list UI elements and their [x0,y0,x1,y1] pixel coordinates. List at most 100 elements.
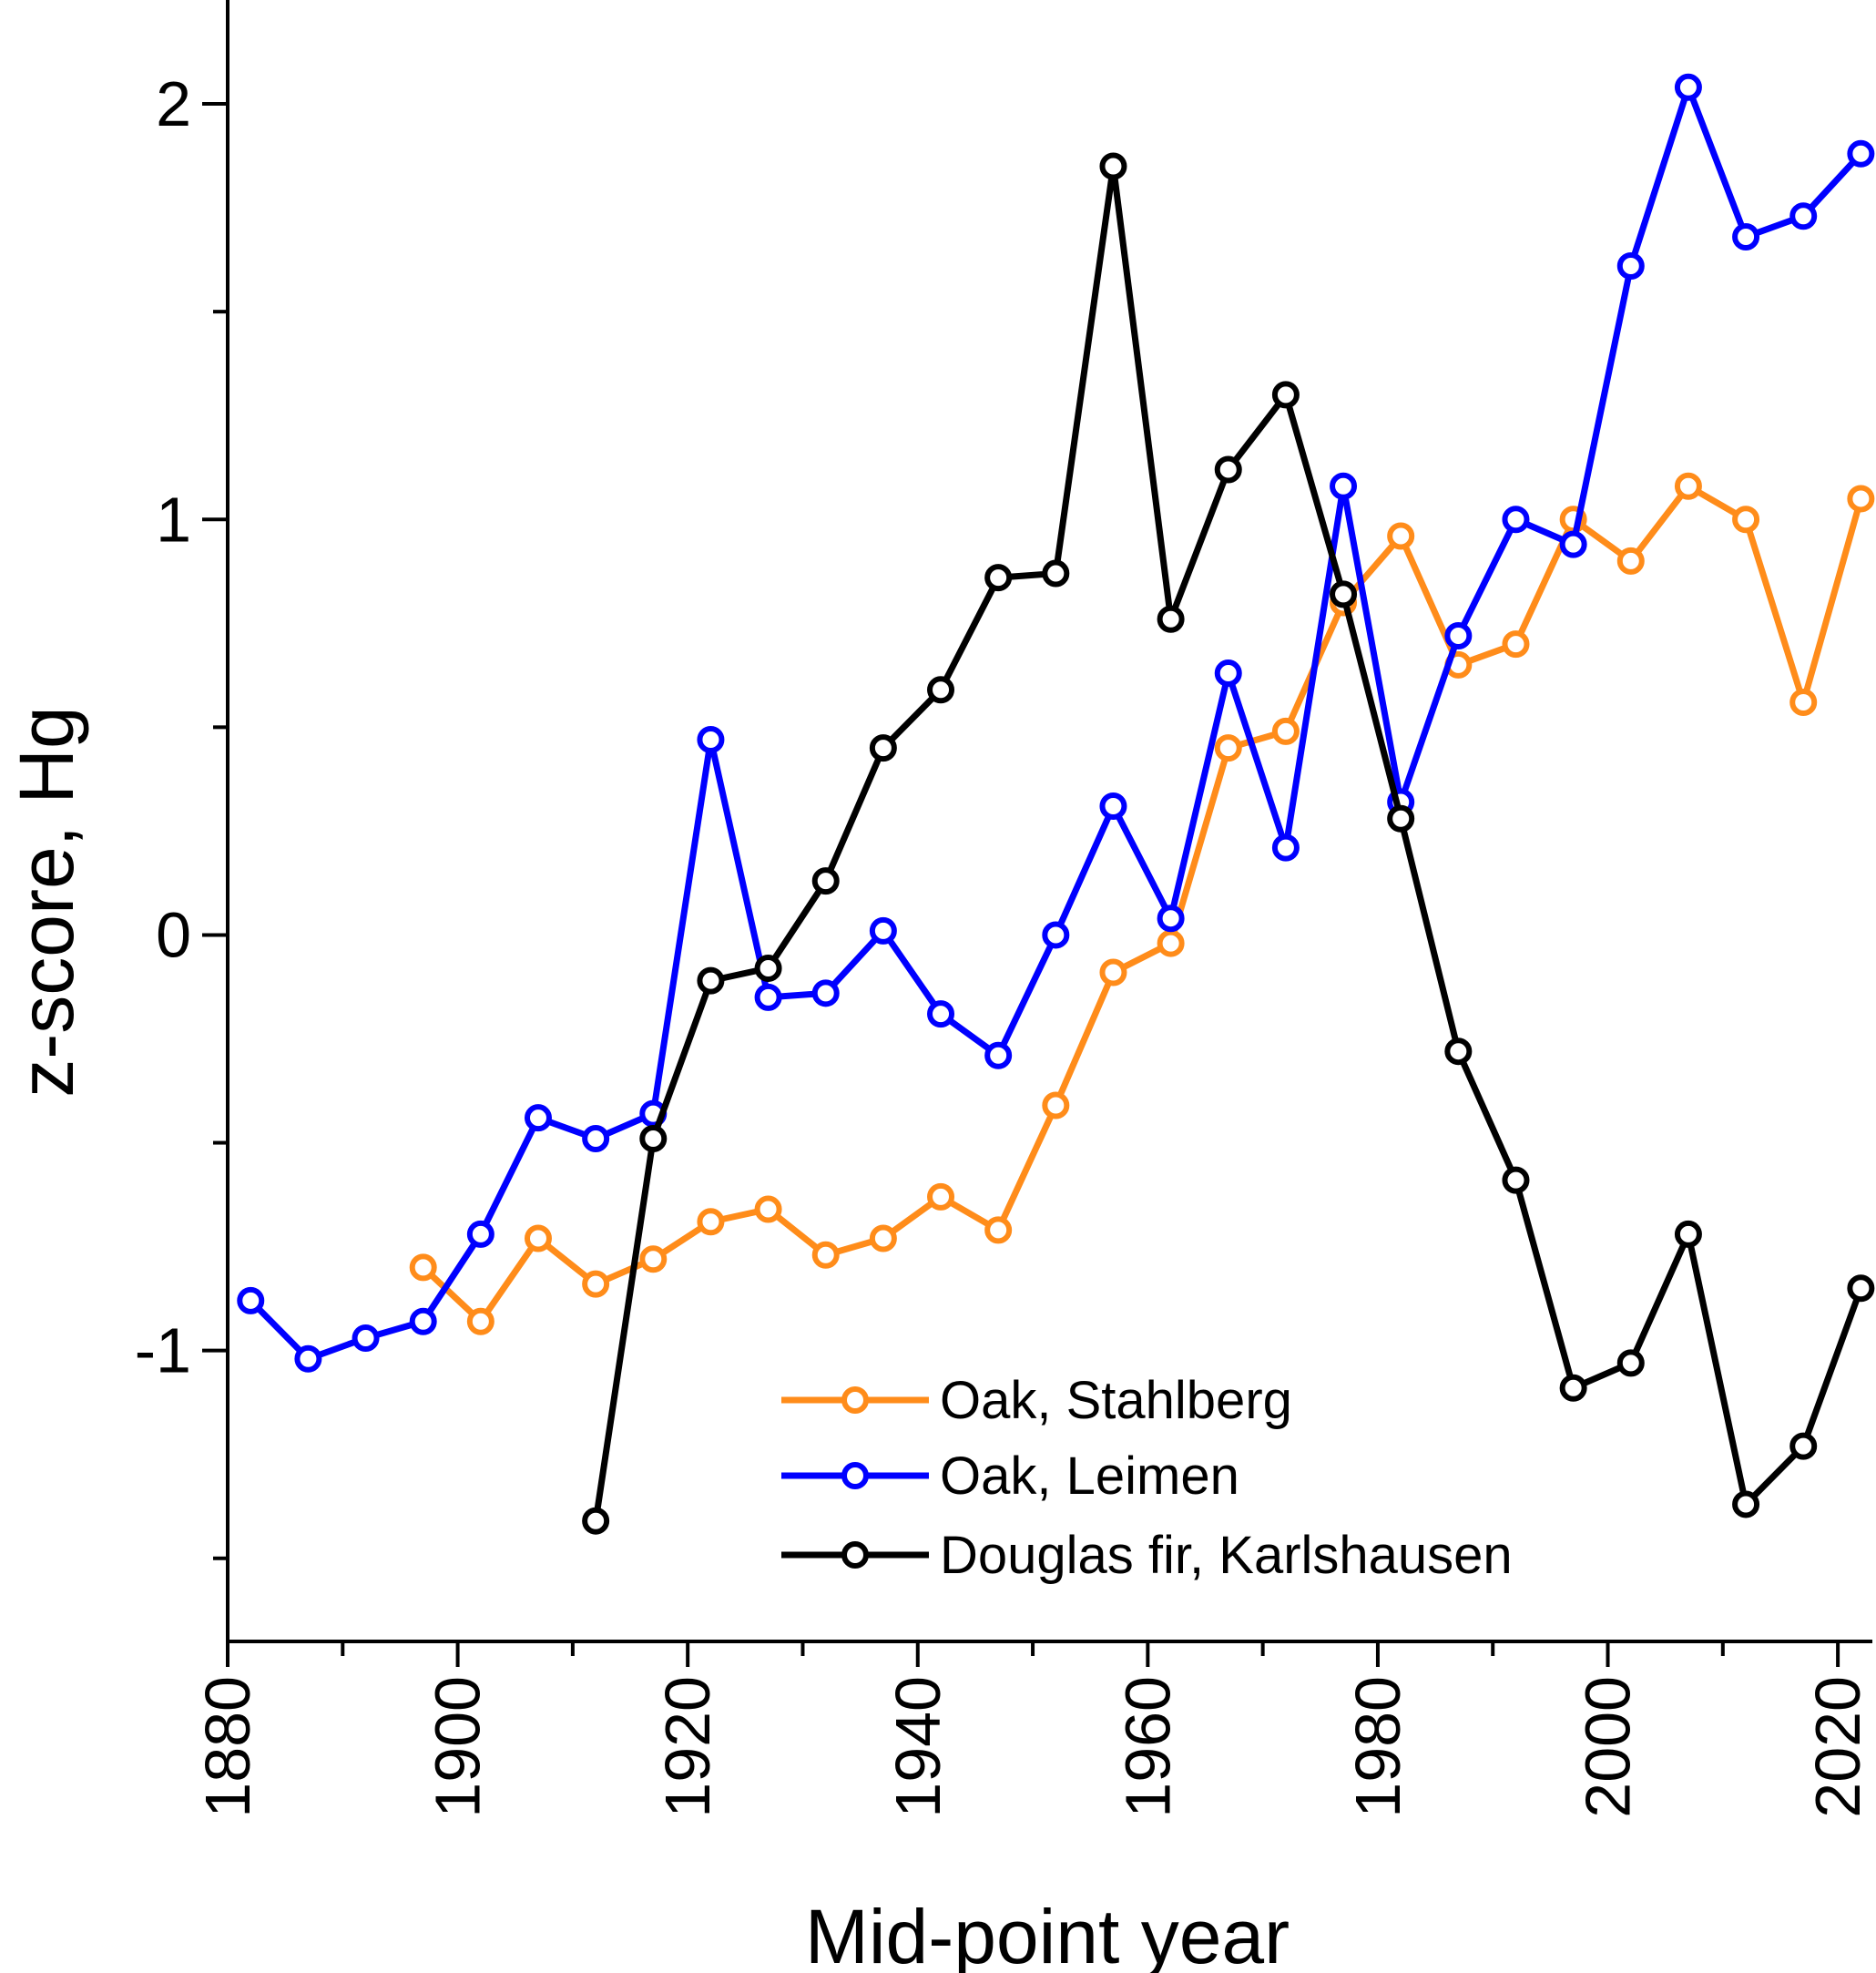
data-point [1616,547,1645,575]
x-axis-title: Mid-point year [805,1894,1290,1973]
data-point [1042,1091,1070,1119]
data-point [524,1224,552,1252]
y-axis-title: z-score, Hg [4,706,89,1097]
x-tick-label: 1920 [652,1676,723,1818]
data-point [1330,580,1358,608]
legend-marker [841,1541,869,1569]
x-tick-label: 1980 [1342,1676,1413,1818]
legend-item: Douglas fir, Karlshausen [781,1526,1513,1585]
legend-label: Douglas fir, Karlshausen [940,1526,1513,1585]
data-point [582,1270,610,1298]
data-point [466,1307,494,1335]
data-point [1214,455,1242,484]
data-point [1387,522,1415,550]
data-point [754,1195,782,1223]
data-point [1732,506,1760,534]
data-point [1847,485,1875,513]
data-point [1042,921,1070,949]
data-point [1387,804,1415,833]
data-point [1789,202,1818,230]
data-point [1157,905,1185,933]
data-point [1789,1432,1818,1460]
x-tick-label: 1940 [882,1676,953,1818]
series-2 [237,73,1875,1373]
data-point [409,1307,437,1335]
data-point [811,1241,840,1269]
legend-item: Oak, Leimen [781,1447,1239,1506]
data-point [582,1124,610,1152]
data-point [1444,621,1473,649]
data-point [697,1208,725,1236]
data-point [697,966,725,995]
data-point [237,1286,265,1314]
data-point [1674,73,1702,101]
data-point [1099,152,1127,180]
data-point [1789,688,1818,716]
data-point [1847,1274,1875,1303]
data-point [582,1507,610,1535]
data-point [984,1216,1013,1244]
data-point [1271,381,1300,409]
data-point [1559,1374,1587,1402]
legend-marker [841,1386,869,1414]
data-point [1502,630,1530,659]
data-point [1616,1349,1645,1377]
series-line [248,84,1863,1363]
data-point [1330,472,1358,500]
data-point [1559,530,1587,558]
data-point [639,1245,668,1273]
data-point [1042,559,1070,588]
data-point [1732,1490,1760,1518]
data-point [1157,929,1185,957]
x-tick-label: 1880 [192,1676,263,1818]
data-point [1099,958,1127,986]
series-3 [582,152,1875,1535]
data-point [1444,1038,1473,1066]
legend-item: Oak, Stahlberg [781,1371,1292,1430]
legend-marker [841,1462,869,1489]
series-line [592,162,1864,1522]
data-point [294,1344,322,1373]
data-point [1271,833,1300,862]
x-tick-label: 2020 [1802,1676,1873,1818]
data-point [1674,1220,1702,1248]
data-point [1674,472,1702,500]
y-tick-label: 1 [156,484,191,555]
data-point [811,979,840,1007]
x-tick-label: 1960 [1112,1676,1183,1818]
x-tick-label: 2000 [1573,1676,1644,1818]
data-point [1502,506,1530,534]
data-point [1271,717,1300,745]
data-point [1732,223,1760,251]
y-tick-label: 0 [156,899,191,970]
data-point [1214,734,1242,762]
data-point [754,954,782,982]
data-point [984,1041,1013,1069]
series-line [421,483,1864,1325]
data-point [869,734,897,762]
data-point [352,1324,380,1352]
x-tick-label: 1900 [423,1676,494,1818]
data-point [927,1000,955,1028]
series-1 [409,472,1875,1335]
legend-label: Oak, Stahlberg [940,1371,1292,1430]
data-point [466,1220,494,1248]
data-point [754,983,782,1011]
data-point [869,1224,897,1252]
data-point [639,1124,668,1152]
data-point [1502,1166,1530,1194]
data-point [697,726,725,754]
legend-label: Oak, Leimen [940,1447,1239,1506]
data-point [524,1104,552,1132]
y-tick-label: 2 [156,68,191,139]
data-point [1847,139,1875,168]
data-point [927,676,955,704]
data-point [1157,605,1185,633]
data-point [1099,792,1127,821]
data-point [927,1182,955,1211]
data-point [984,564,1013,592]
data-point [869,916,897,945]
y-tick-label: -1 [135,1315,191,1386]
data-point [409,1253,437,1282]
